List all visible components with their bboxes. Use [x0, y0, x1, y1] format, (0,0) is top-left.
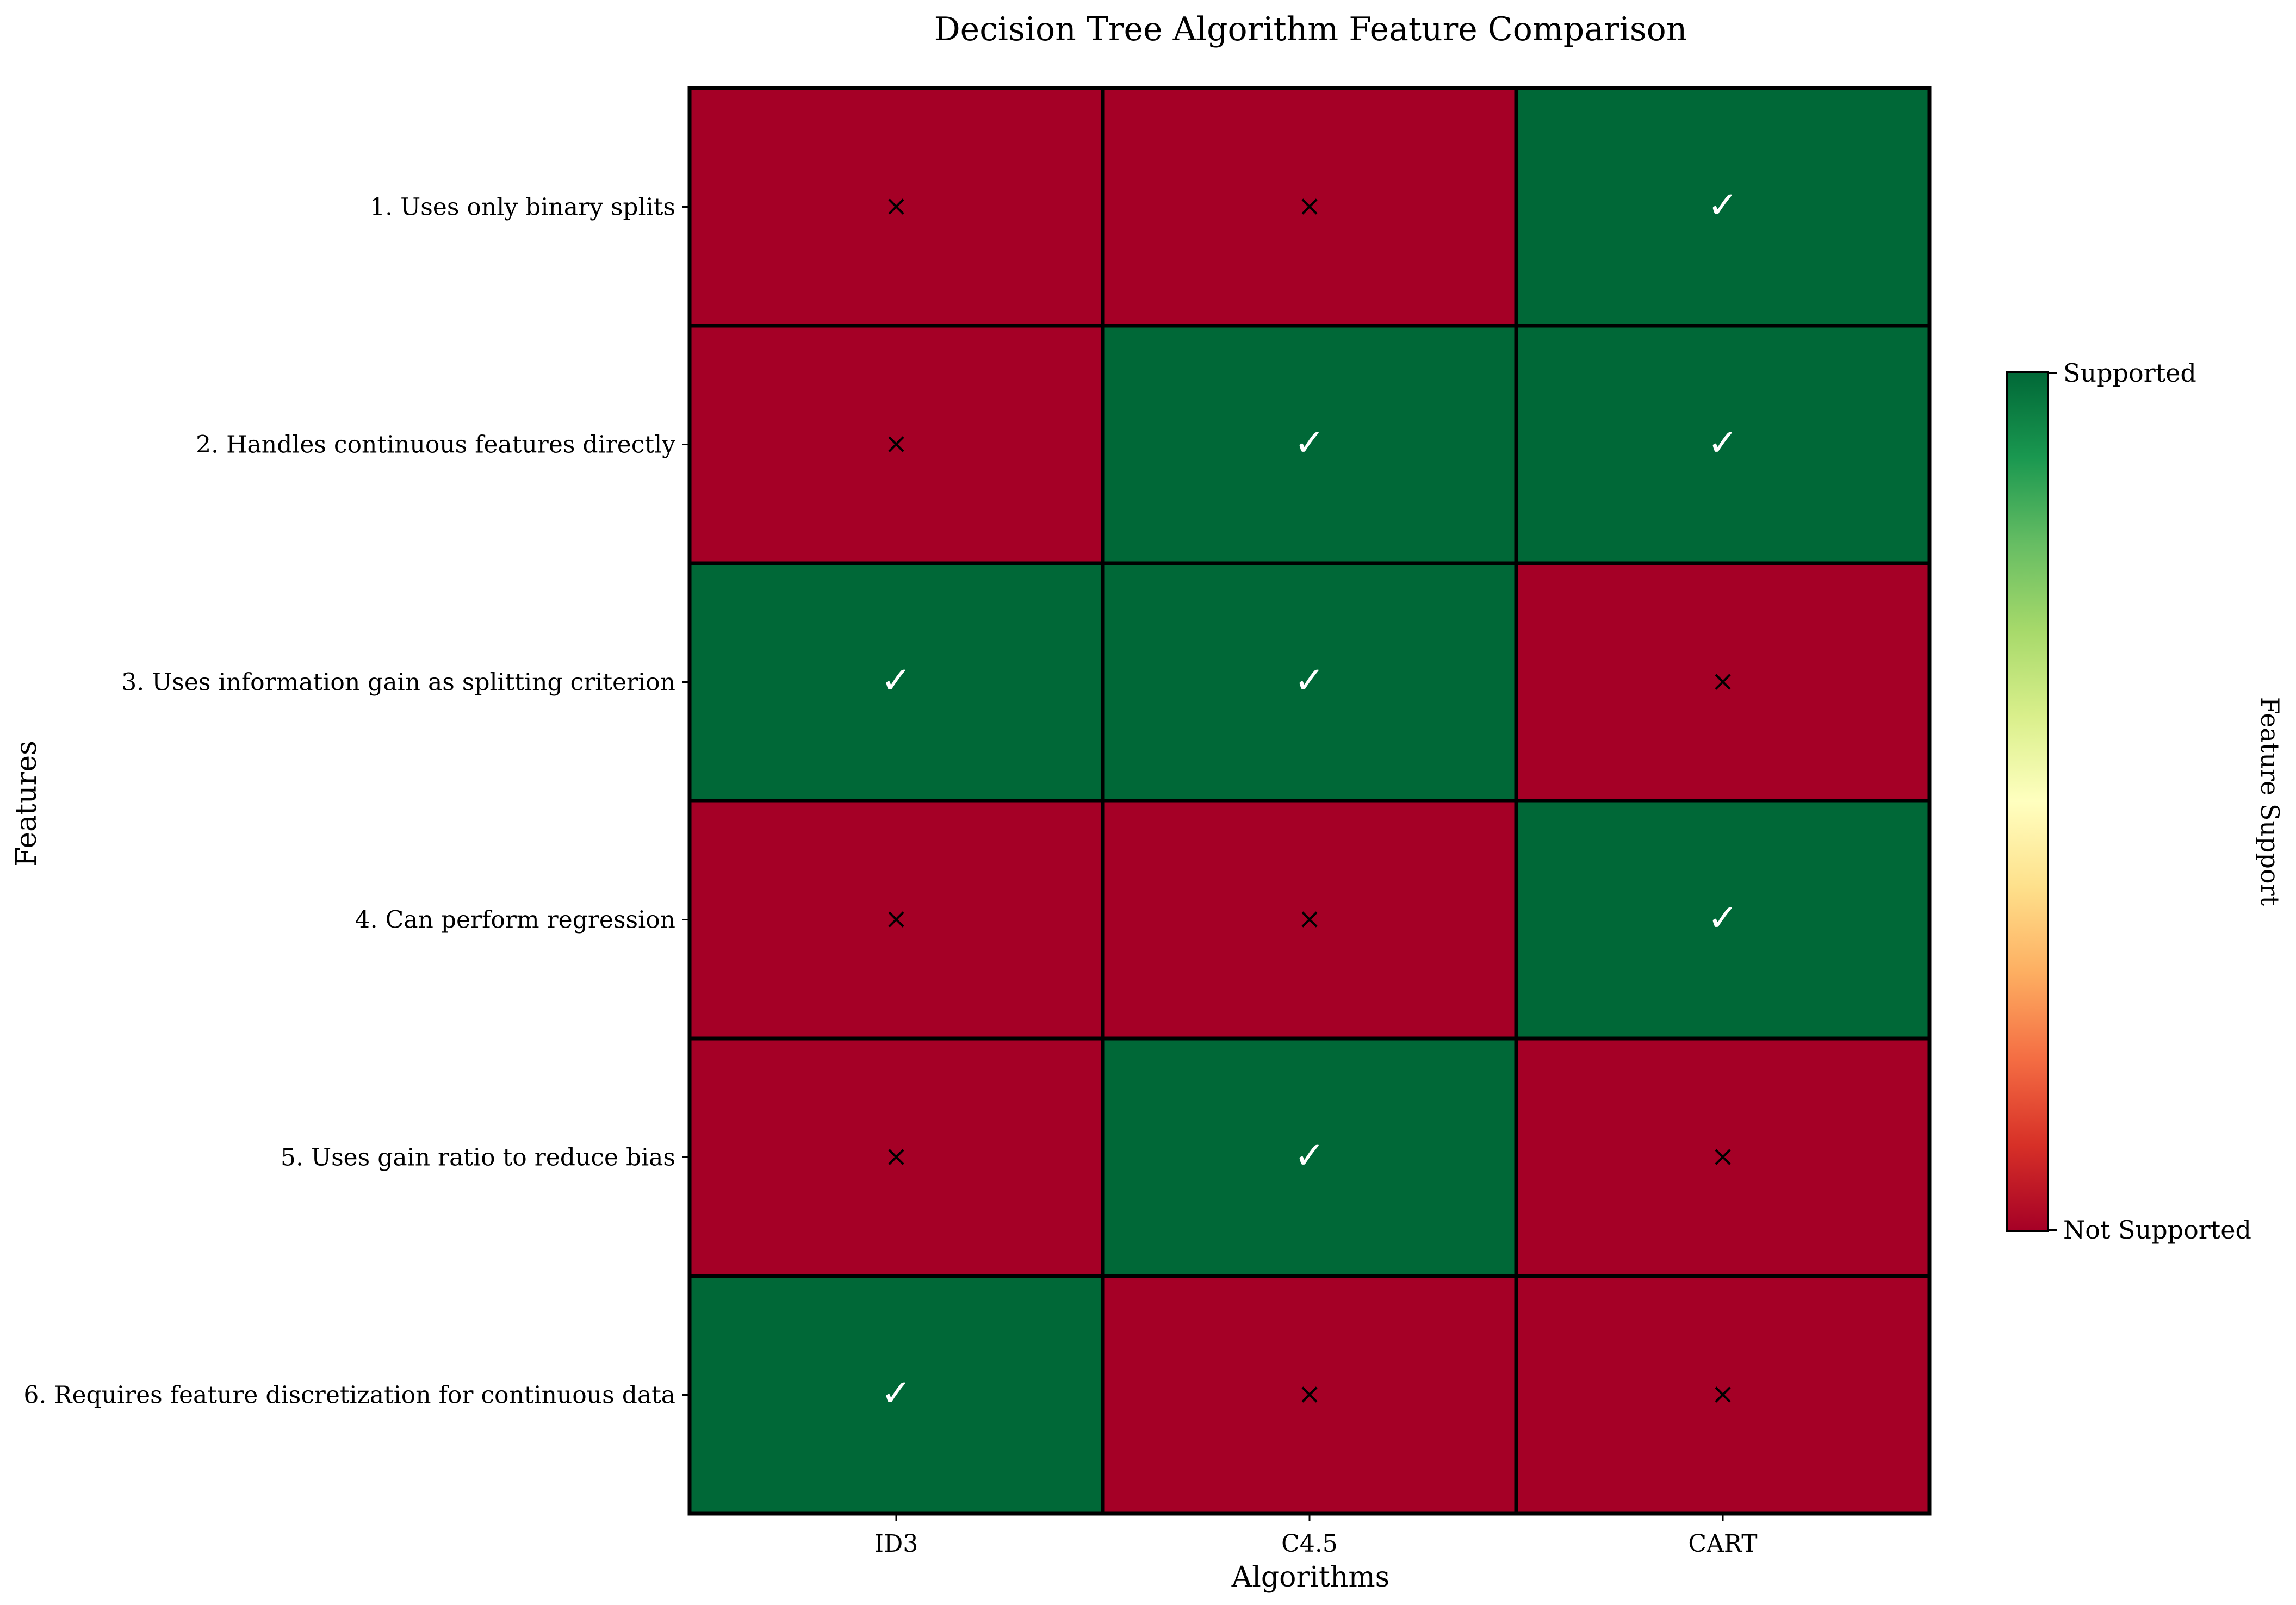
heatmap-cell-r5-c1 — [687, 1036, 1105, 1278]
cross-mark-icon: × — [1298, 903, 1321, 936]
check-mark-icon: ✓ — [1708, 184, 1739, 227]
heatmap-cell-r1-c1 — [687, 86, 1105, 328]
y-tick-labels: 1. Uses only binary splits 2. Handles con… — [23, 194, 690, 1409]
y-tick-label: 4. Can perform regression — [355, 906, 675, 934]
cross-mark-icon: × — [884, 1141, 908, 1173]
y-tick-label: 2. Handles continuous features directly — [196, 431, 675, 459]
check-mark-icon: ✓ — [1294, 422, 1325, 465]
y-tick-label: 5. Uses gain ratio to reduce bias — [281, 1144, 675, 1172]
heatmap-cell-r2-c3 — [1514, 324, 1932, 565]
y-tick-label: 1. Uses only binary splits — [370, 194, 675, 221]
check-mark-icon: ✓ — [881, 660, 912, 702]
heatmap-cell-r1-c2 — [1101, 86, 1518, 328]
cross-mark-icon: × — [1711, 665, 1735, 698]
check-mark-icon: ✓ — [1708, 422, 1739, 465]
heatmap-cell-r6-c3 — [1514, 1274, 1932, 1516]
heatmap-cell-r2-c1 — [687, 324, 1105, 565]
heatmap-cell-r4-c3 — [1514, 799, 1932, 1041]
colorbar: Supported Not Supported Feature Support — [2006, 358, 2285, 1245]
y-tick-label: 6. Requires feature discretization for c… — [23, 1382, 675, 1409]
heatmap-cell-r4-c1 — [687, 799, 1105, 1041]
chart-title: Decision Tree Algorithm Feature Comparis… — [934, 10, 1687, 48]
colorbar-gradient — [2006, 371, 2049, 1232]
colorbar-min-label: Not Supported — [2063, 1215, 2251, 1245]
cross-mark-icon: × — [1711, 1141, 1735, 1173]
heatmap-cells: × × ✓ × ✓ ✓ ✓ ✓ × × × ✓ × ✓ × ✓ × × — [687, 86, 1932, 1516]
cross-mark-icon: × — [1711, 1378, 1735, 1411]
cross-mark-icon: × — [884, 428, 908, 461]
colorbar-title: Feature Support — [2255, 697, 2285, 906]
x-axis-label: Algorithms — [1231, 1561, 1390, 1594]
y-axis-label: Features — [10, 741, 43, 867]
heatmap-cell-r3-c2 — [1101, 561, 1518, 803]
x-tick-label: ID3 — [874, 1530, 919, 1558]
heatmap-cell-r1-c3 — [1514, 86, 1932, 328]
heatmap-cell-r6-c2 — [1101, 1274, 1518, 1516]
cross-mark-icon: × — [1298, 190, 1321, 223]
check-mark-icon: ✓ — [1294, 660, 1325, 702]
check-mark-icon: ✓ — [1294, 1135, 1325, 1178]
heatmap-cell-r5-c2 — [1101, 1036, 1518, 1278]
x-tick-labels: ID3 C4.5 CART — [874, 1514, 1758, 1558]
cross-mark-icon: × — [884, 190, 908, 223]
heatmap-cell-r2-c2 — [1101, 324, 1518, 565]
heatmap-cell-r5-c3 — [1514, 1036, 1932, 1278]
cross-mark-icon: × — [1298, 1378, 1321, 1411]
check-mark-icon: ✓ — [1708, 897, 1739, 940]
check-mark-icon: ✓ — [881, 1372, 912, 1415]
colorbar-max-label: Supported — [2063, 358, 2196, 388]
cross-mark-icon: × — [884, 903, 908, 936]
y-tick-label: 3. Uses information gain as splitting cr… — [121, 669, 675, 696]
x-tick-label: CART — [1688, 1530, 1757, 1558]
x-tick-label: C4.5 — [1281, 1530, 1338, 1558]
